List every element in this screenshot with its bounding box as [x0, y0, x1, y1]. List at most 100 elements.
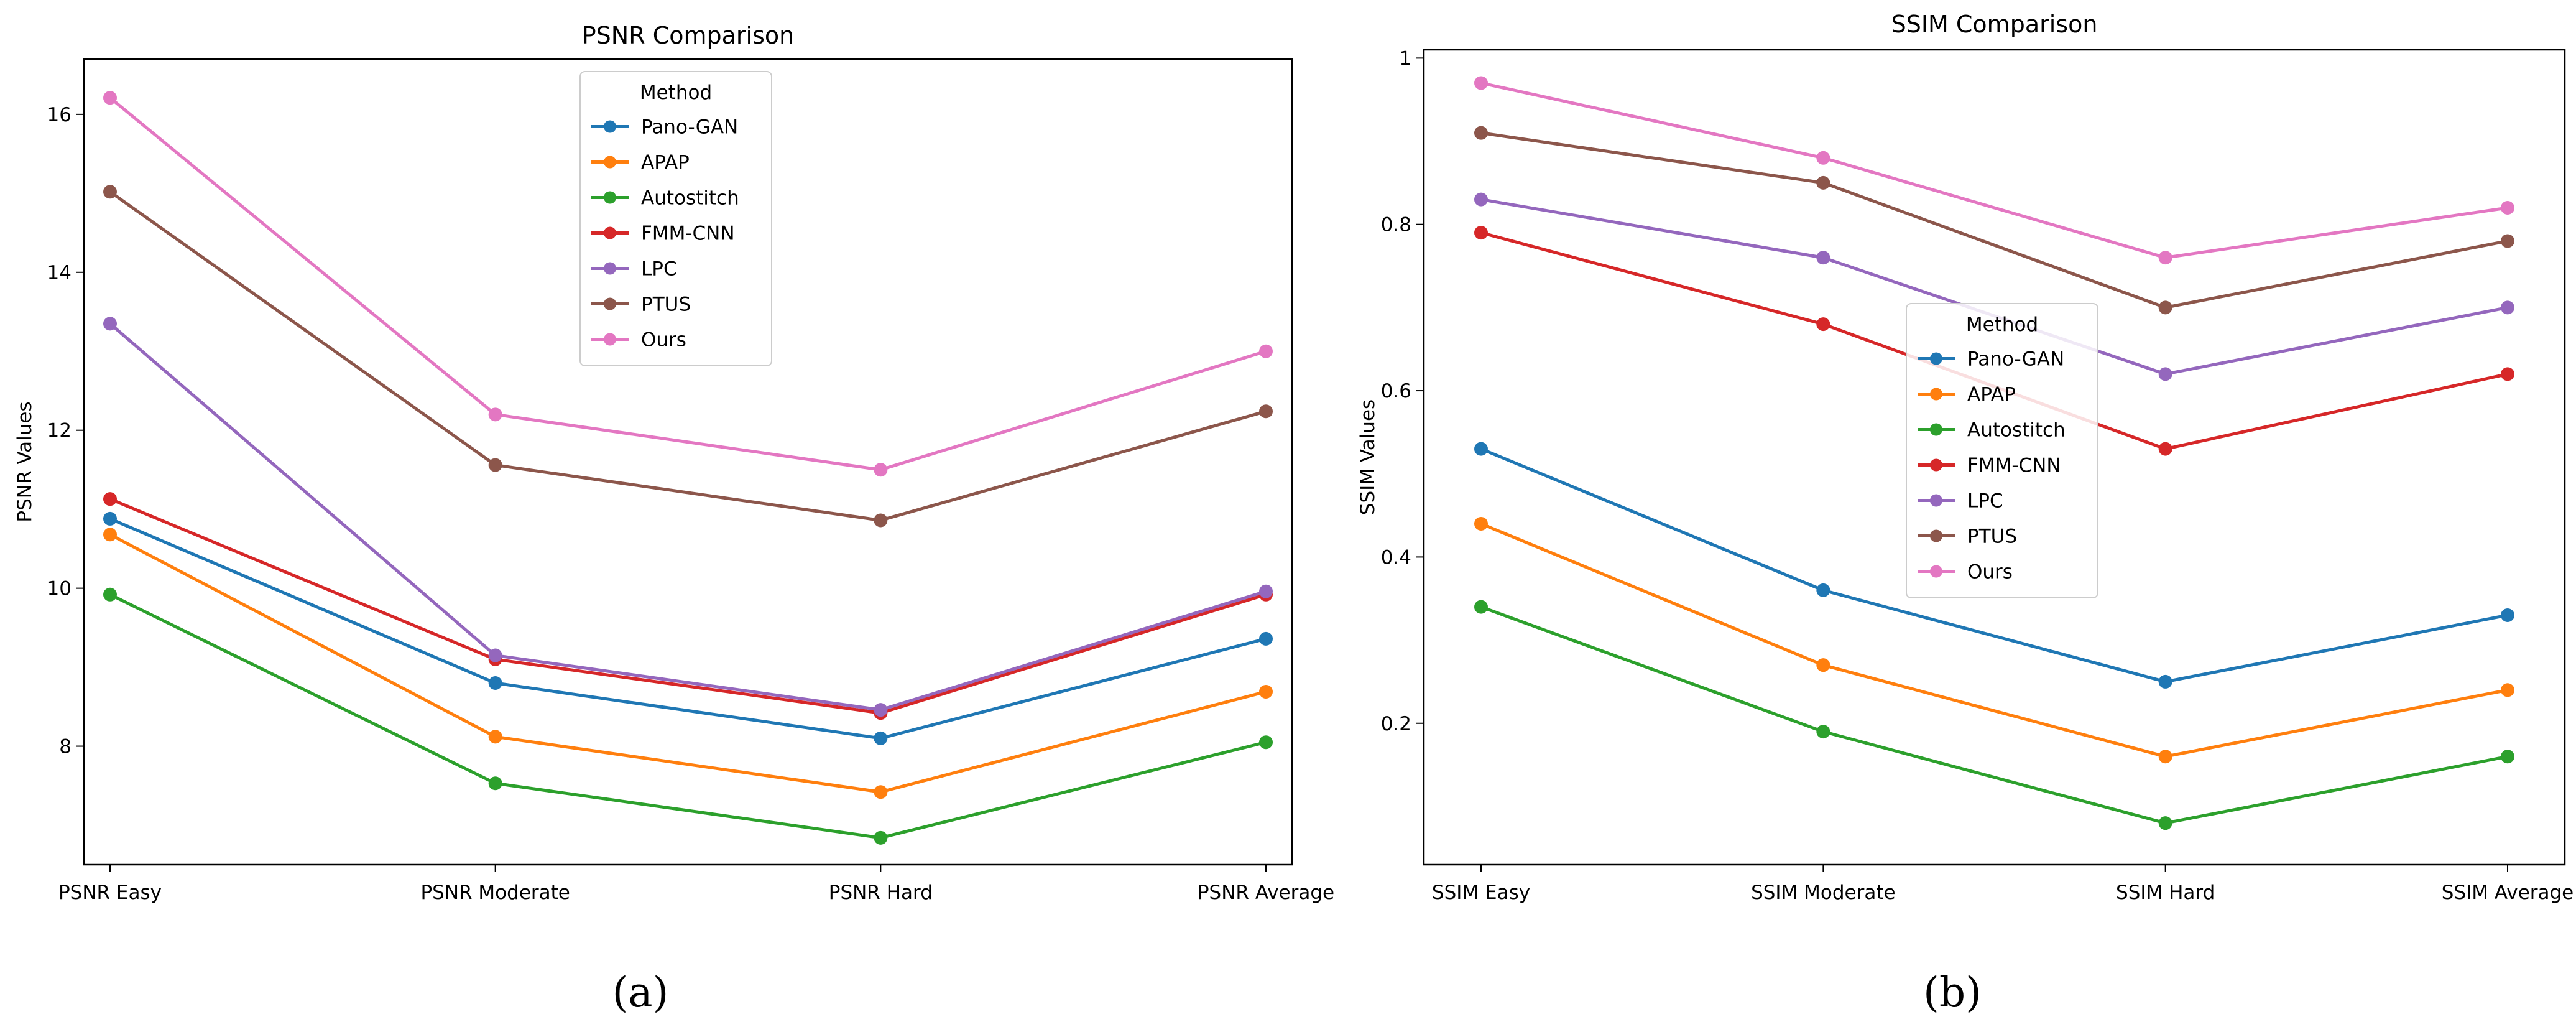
psnr-legend-marker-apap: [604, 156, 616, 169]
ssim-point-lpc: [2158, 367, 2172, 381]
psnr-legend-box: [579, 71, 772, 366]
psnr-legend-label-ours: Ours: [641, 329, 686, 351]
ssim-point-ours: [1816, 151, 1830, 165]
ssim-point-pano-gan: [2501, 608, 2514, 622]
ssim-point-apap: [2501, 683, 2514, 697]
ssim-legend-label-pano-gan: Pano-GAN: [1967, 348, 2064, 371]
psnr-point-ptus: [874, 513, 888, 528]
psnr-chart-title: PSNR Comparison: [582, 22, 794, 49]
ssim-point-fmm-cnn: [1816, 317, 1830, 332]
psnr-axes-frame: [83, 58, 1293, 866]
psnr-series-line-ptus: [109, 190, 1267, 522]
psnr-y-axis-label: PSNR Values: [14, 401, 36, 522]
psnr-y-tick-label: 10: [47, 578, 72, 600]
ssim-point-ptus: [1816, 175, 1830, 190]
psnr-legend-label-autostitch: Autostitch: [641, 187, 739, 210]
ssim-point-fmm-cnn: [2501, 367, 2514, 381]
ssim-point-ptus: [2501, 234, 2514, 248]
psnr-series-line-apap: [109, 533, 1267, 794]
psnr-point-ours: [103, 91, 117, 105]
ssim-legend-marker-ours: [1930, 565, 1942, 578]
ssim-x-tick-label: SSIM Easy: [1432, 881, 1530, 904]
ssim-x-tick-label: SSIM Moderate: [1751, 881, 1896, 904]
psnr-point-autostitch: [103, 587, 117, 602]
ssim-legend-marker-fmm-cnn: [1930, 458, 1942, 472]
psnr-point-ours: [874, 463, 888, 477]
psnr-series-line-autostitch: [109, 593, 1267, 840]
ssim-point-autostitch: [1474, 600, 1488, 614]
psnr-point-apap: [874, 785, 888, 799]
ssim-legend-marker-lpc: [1930, 494, 1942, 507]
psnr-point-lpc: [874, 703, 888, 717]
ssim-y-axis-label: SSIM Values: [1357, 399, 1379, 515]
ssim-legend-marker-pano-gan: [1930, 352, 1942, 365]
psnr-point-lpc: [103, 317, 117, 331]
psnr-legend-label-fmm-cnn: FMM-CNN: [641, 223, 735, 245]
ssim-chart-title: SSIM Comparison: [1891, 11, 2098, 38]
ssim-point-autostitch: [2501, 750, 2514, 764]
ssim-legend-label-ptus: PTUS: [1967, 526, 2017, 548]
psnr-point-ptus: [103, 185, 117, 199]
ssim-y-tick-label: 1: [1399, 47, 1411, 70]
psnr-legend-marker-autostitch: [604, 191, 616, 204]
psnr-point-autostitch: [488, 776, 502, 791]
psnr-x-tick-label: PSNR Average: [1198, 881, 1334, 904]
psnr-point-ptus: [1259, 404, 1273, 419]
psnr-legend-marker-ptus: [604, 297, 616, 310]
ssim-point-fmm-cnn: [1474, 226, 1488, 240]
ssim-legend-label-fmm-cnn: FMM-CNN: [1967, 455, 2061, 477]
psnr-legend-title: Method: [640, 81, 712, 104]
ssim-point-lpc: [1816, 251, 1830, 265]
ssim-y-tick-label: 0.8: [1381, 214, 1411, 236]
psnr-point-pano-gan: [1259, 631, 1273, 646]
psnr-point-apap: [1259, 684, 1273, 699]
psnr-legend-label-ptus: PTUS: [641, 294, 691, 316]
caption-a: (a): [612, 969, 669, 1016]
ssim-point-ours: [1474, 76, 1488, 90]
ssim-point-autostitch: [2158, 816, 2172, 830]
ssim-point-pano-gan: [1816, 583, 1830, 597]
psnr-point-ptus: [488, 458, 502, 472]
ssim-point-lpc: [1474, 192, 1488, 207]
psnr-point-autostitch: [1259, 735, 1273, 750]
ssim-point-apap: [1816, 658, 1830, 672]
ssim-point-ptus: [2158, 300, 2172, 315]
ssim-legend-marker-ptus: [1930, 529, 1942, 542]
ssim-legend-marker-autostitch: [1930, 423, 1942, 436]
psnr-y-tick-label: 8: [59, 736, 72, 758]
ssim-point-apap: [2158, 750, 2172, 764]
psnr-y-tick-label: 14: [47, 262, 72, 284]
psnr-legend-label-pano-gan: Pano-GAN: [641, 116, 738, 139]
psnr-x-tick-label: PSNR Moderate: [420, 881, 570, 904]
ssim-x-tick-label: SSIM Average: [2442, 881, 2574, 904]
ssim-point-fmm-cnn: [2158, 442, 2172, 456]
ssim-legend-box: [1906, 303, 2098, 598]
psnr-x-tick-label: PSNR Easy: [58, 881, 162, 904]
ssim-chart: SSIM Comparison SSIM Values 0.2 0.4 0.6 0.8 1 S…: [1357, 11, 2574, 904]
psnr-point-ours: [488, 407, 502, 422]
psnr-point-lpc: [488, 648, 502, 662]
ssim-y-tick-label: 0.2: [1381, 713, 1411, 735]
psnr-legend-marker-pano-gan: [604, 120, 616, 133]
ssim-series-line-pano-gan: [1480, 447, 2508, 684]
ssim-point-ptus: [1474, 126, 1488, 140]
psnr-point-pano-gan: [874, 731, 888, 745]
ssim-point-lpc: [2501, 300, 2514, 315]
ssim-series-line-ours: [1480, 81, 2508, 259]
ssim-legend-title: Method: [1966, 314, 2038, 336]
ssim-legend-label-ours: Ours: [1967, 561, 2013, 583]
psnr-point-lpc: [1259, 584, 1273, 598]
ssim-point-pano-gan: [1474, 442, 1488, 456]
psnr-legend-marker-lpc: [604, 262, 616, 275]
psnr-point-pano-gan: [488, 676, 502, 690]
ssim-point-ours: [2158, 251, 2172, 265]
ssim-legend-marker-apap: [1930, 388, 1942, 401]
psnr-x-tick-label: PSNR Hard: [829, 881, 933, 904]
psnr-legend-marker-ours: [604, 333, 616, 346]
psnr-series-line-fmm-cnn: [109, 497, 1267, 715]
ssim-legend-label-lpc: LPC: [1967, 490, 2003, 513]
psnr-y-tick-label: 12: [47, 420, 72, 442]
ssim-legend-label-apap: APAP: [1967, 384, 2016, 406]
psnr-series-line-pano-gan: [109, 517, 1267, 740]
